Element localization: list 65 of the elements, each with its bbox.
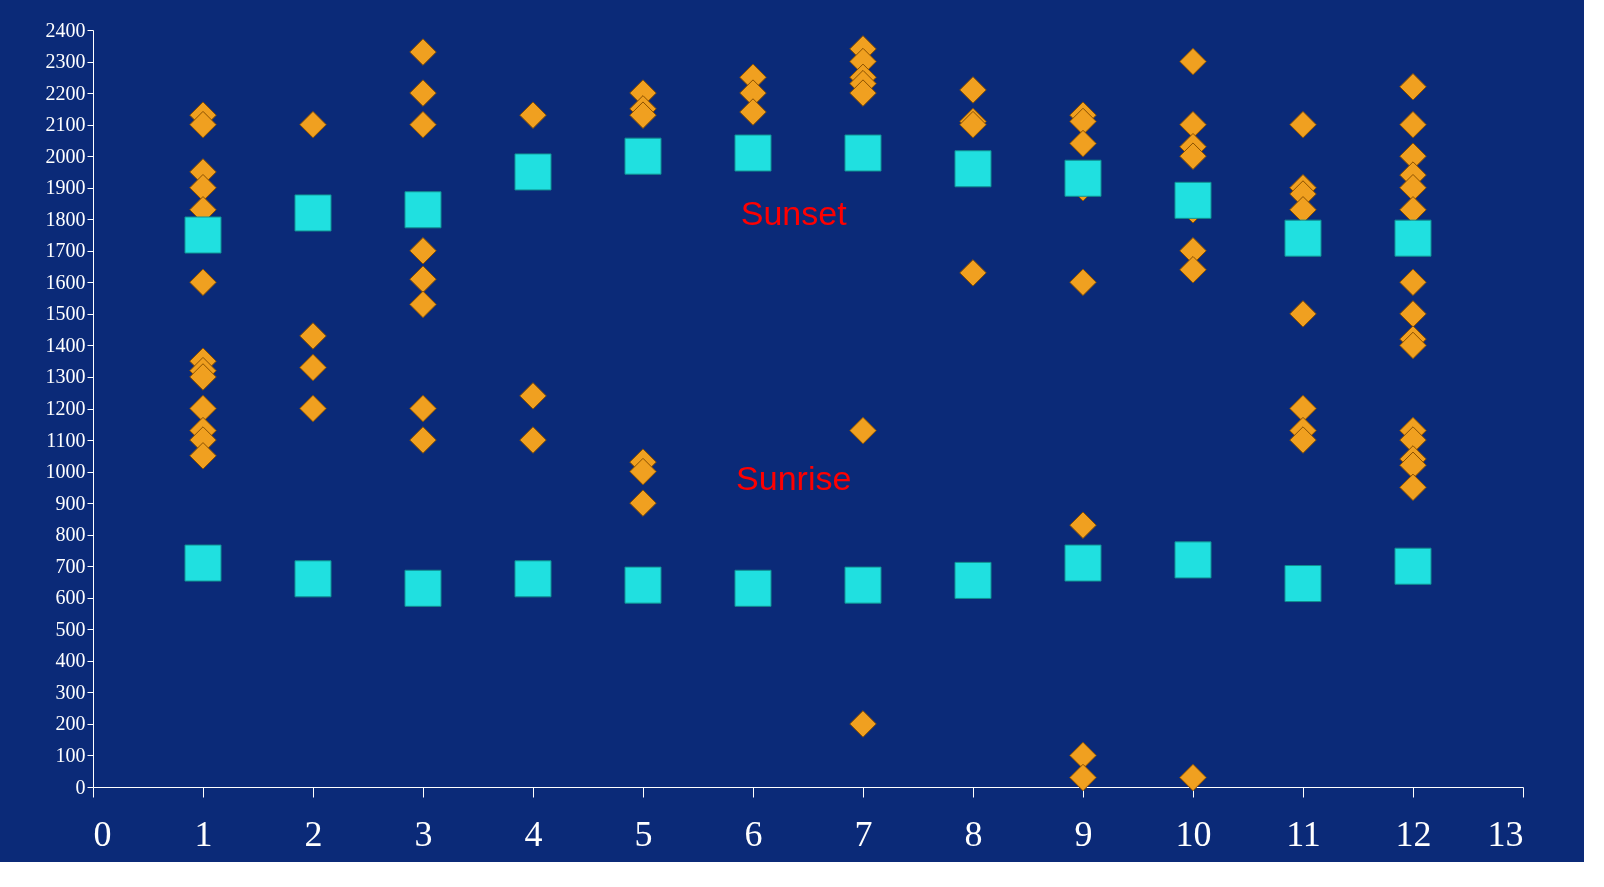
y-tick-label: 1800 <box>45 207 86 230</box>
point <box>1064 544 1102 582</box>
x-tick-label: 5 <box>634 813 653 854</box>
point <box>184 216 222 254</box>
y-tick-label: 2300 <box>45 50 86 73</box>
x-tick-label: 10 <box>1175 813 1212 854</box>
point <box>1284 219 1322 257</box>
point <box>294 194 332 232</box>
x-tick-label: 12 <box>1395 813 1432 854</box>
y-tick-label: 1600 <box>45 270 86 293</box>
x-tick-label: 11 <box>1286 813 1321 854</box>
x-tick-label: 2 <box>304 813 323 854</box>
y-tick-label: 1300 <box>45 365 86 388</box>
point <box>1394 547 1432 585</box>
x-tick-label: 7 <box>854 813 873 854</box>
point <box>294 560 332 598</box>
y-tick-label: 1900 <box>45 176 86 199</box>
point <box>734 569 772 607</box>
point <box>1174 181 1212 219</box>
y-tick-label: 2000 <box>45 144 86 167</box>
point <box>514 560 552 598</box>
point <box>734 134 772 172</box>
y-tick-label: 800 <box>55 523 86 546</box>
y-tick-label: 300 <box>55 680 86 703</box>
annotation: Sunset <box>740 194 848 233</box>
x-tick-label: 4 <box>524 813 543 854</box>
y-tick-label: 2100 <box>45 113 86 136</box>
point <box>184 544 222 582</box>
point <box>954 561 992 599</box>
point <box>954 150 992 188</box>
point <box>1394 219 1432 257</box>
y-tick-label: 200 <box>55 712 86 735</box>
point <box>1284 565 1322 603</box>
point <box>1174 541 1212 579</box>
y-tick-label: 1400 <box>45 333 86 356</box>
point <box>624 137 662 175</box>
annotation: Sunrise <box>736 459 852 498</box>
y-tick-label: 1100 <box>46 428 86 451</box>
point <box>1064 159 1102 197</box>
y-tick-label: 400 <box>55 649 86 672</box>
x-tick-label: 3 <box>414 813 433 854</box>
point <box>404 569 442 607</box>
y-tick-label: 600 <box>55 586 86 609</box>
point <box>844 566 882 604</box>
x-tick-label: 13 <box>1487 813 1524 854</box>
y-tick-label: 2400 <box>45 18 86 41</box>
y-tick-label: 700 <box>55 554 86 577</box>
x-tick-label: 9 <box>1074 813 1093 854</box>
y-tick-label: 0 <box>75 775 86 798</box>
point <box>844 134 882 172</box>
x-tick-label: 0 <box>93 813 112 854</box>
point <box>514 153 552 191</box>
y-tick-label: 1000 <box>45 460 86 483</box>
point <box>404 191 442 229</box>
y-tick-label: 2200 <box>45 81 86 104</box>
y-tick-label: 1200 <box>45 397 86 419</box>
y-tick-label: 100 <box>55 743 86 766</box>
y-tick-label: 500 <box>55 617 86 640</box>
y-tick-label: 1500 <box>45 302 86 325</box>
point <box>624 566 662 604</box>
x-tick-label: 1 <box>194 813 213 854</box>
y-tick-label: 900 <box>55 491 86 514</box>
x-tick-label: 8 <box>964 813 983 854</box>
x-tick-label: 6 <box>744 813 763 854</box>
y-tick-label: 1700 <box>45 239 86 262</box>
